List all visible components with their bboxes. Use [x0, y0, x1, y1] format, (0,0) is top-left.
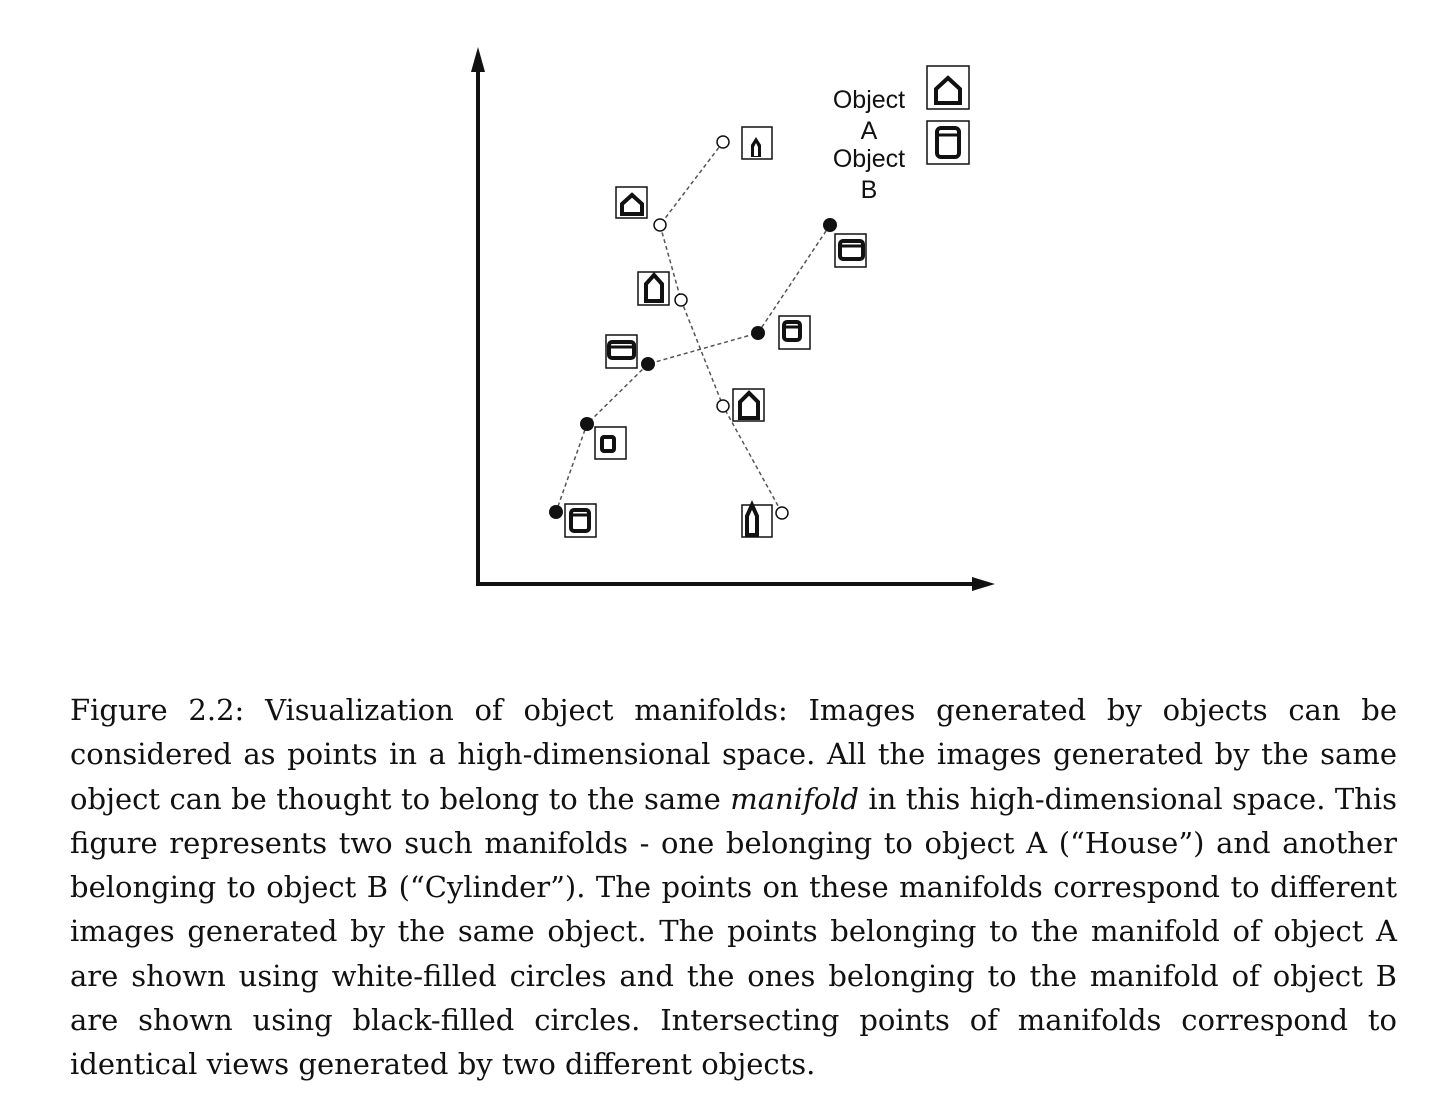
cylinder-view-icon — [605, 334, 638, 369]
manifold-a-point — [653, 218, 667, 232]
house-view-icon — [741, 126, 773, 160]
legend-house-icon — [926, 65, 970, 110]
caption-emphasis: manifold — [730, 781, 859, 816]
cylinder-view-icon — [594, 426, 627, 460]
manifold-b-point — [549, 505, 563, 519]
manifold-b-point — [580, 417, 594, 431]
figure-caption: Figure 2.2: Visualization of object mani… — [70, 688, 1397, 1087]
caption-text-part1: Visualization of object manifolds: Image… — [70, 693, 1398, 816]
house-view-icon — [732, 388, 765, 422]
legend-object-a-label-line1: Object — [833, 86, 905, 114]
manifold-b-point — [751, 326, 765, 340]
manifold-figure: Object A Object B — [471, 47, 995, 591]
manifold-b-point — [641, 357, 655, 371]
manifold-a — [653, 135, 789, 520]
legend-object-a-label-line2: A — [861, 117, 878, 145]
y-axis-arrowhead — [471, 47, 485, 72]
legend-object-b-label-line1: Object — [833, 145, 905, 173]
caption-label: Figure 2.2: — [70, 693, 245, 727]
legend-cylinder-icon — [926, 120, 970, 165]
cylinder-thumbnails — [564, 120, 970, 538]
house-view-icon — [615, 186, 648, 219]
caption-text-part2: in this high-dimensional space. This fig… — [70, 781, 1398, 1082]
manifold-a-path — [659, 141, 783, 514]
manifold-a-point — [716, 399, 730, 413]
manifold-b-point — [823, 218, 837, 232]
axes — [471, 47, 995, 591]
cylinder-view-icon — [564, 503, 597, 538]
manifold-a-point — [716, 135, 730, 149]
manifold-a-point — [674, 293, 688, 307]
cylinder-view-icon — [778, 315, 811, 350]
x-axis-arrowhead — [972, 577, 995, 591]
house-view-icon — [637, 271, 670, 306]
manifold-a-point — [775, 506, 789, 520]
manifold-b — [549, 218, 837, 519]
house-thumbnails — [615, 65, 970, 538]
manifold-b-path — [555, 224, 831, 513]
house-view-icon — [741, 500, 773, 538]
legend-object-b-label-line2: B — [861, 176, 878, 204]
cylinder-view-icon — [834, 233, 867, 268]
legend: Object A Object B — [833, 86, 905, 204]
